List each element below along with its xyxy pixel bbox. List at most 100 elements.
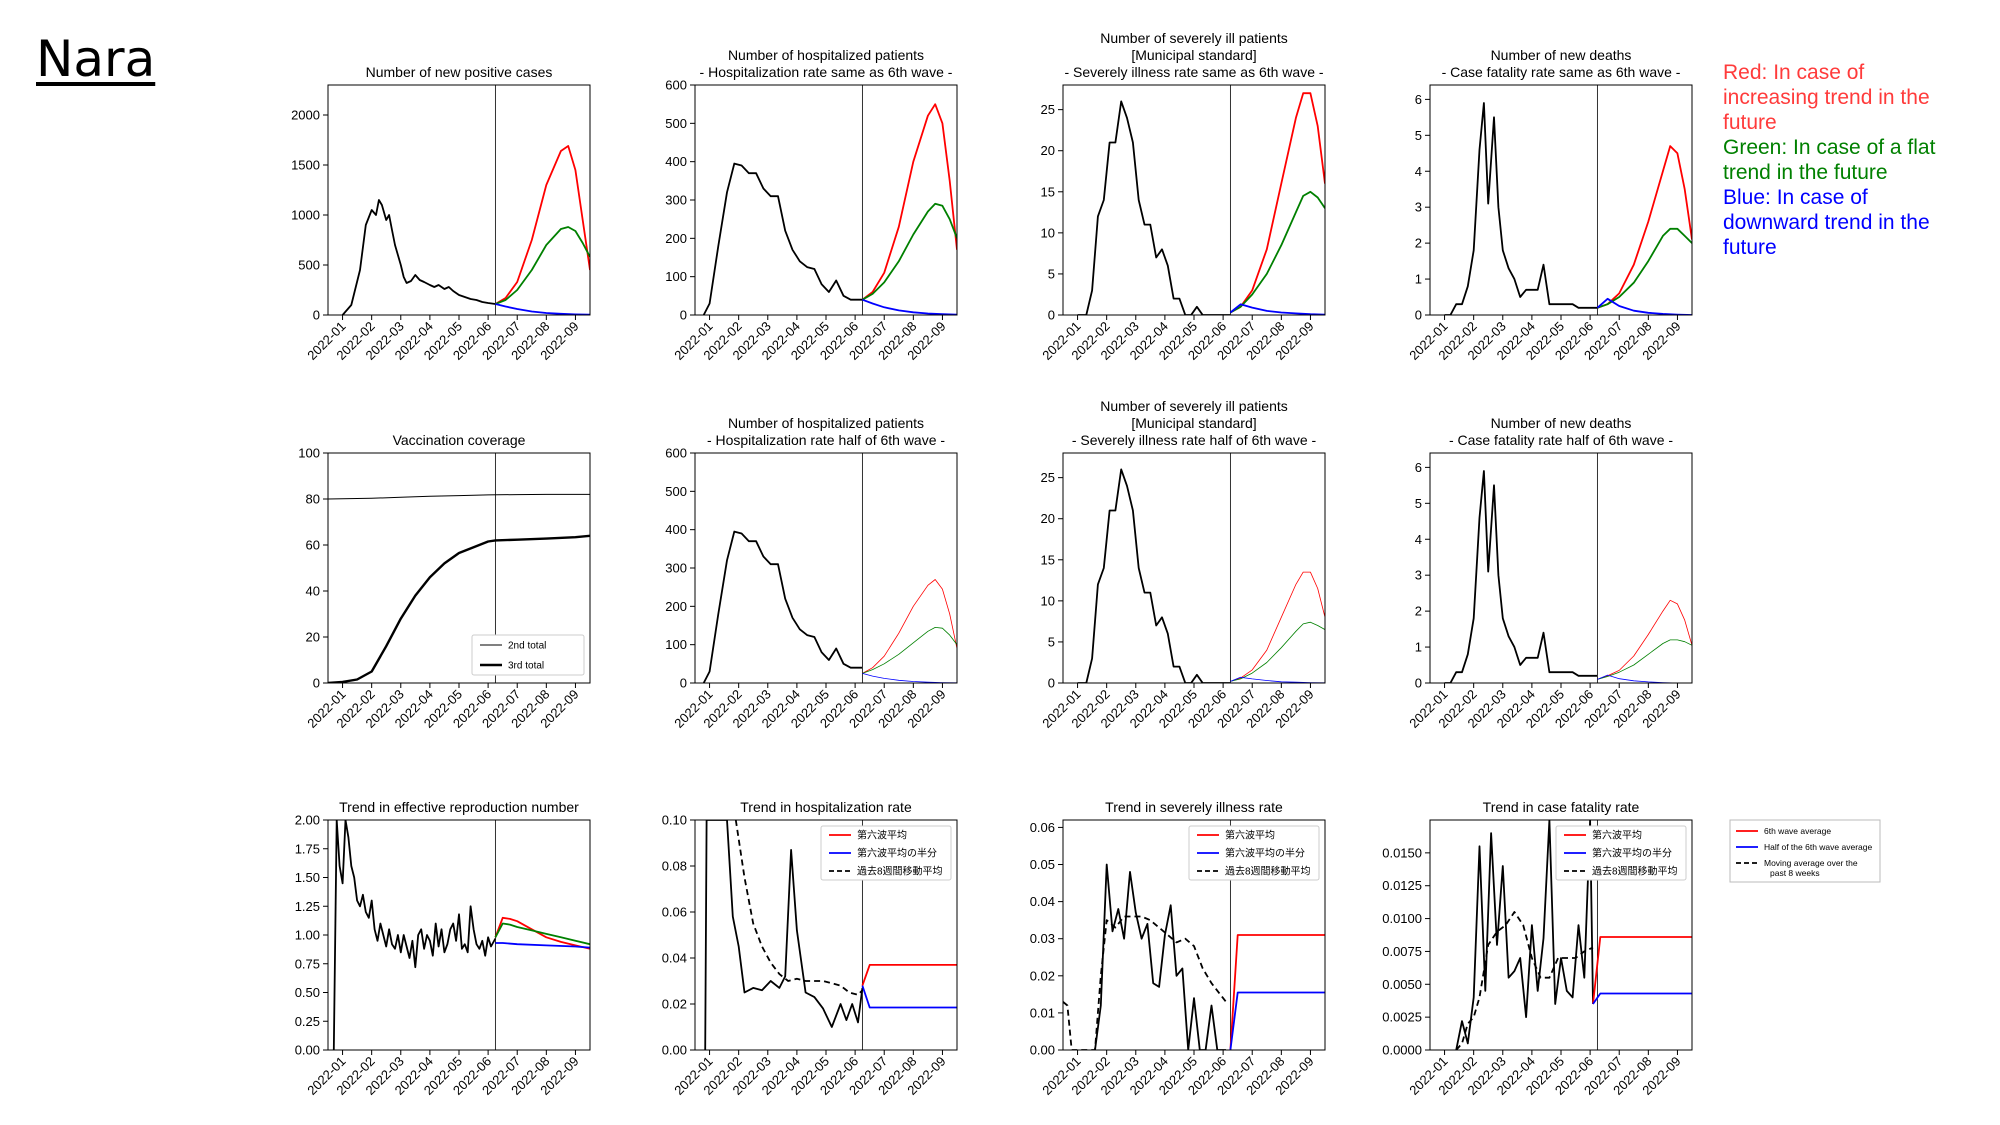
y-tick-label: 500	[665, 116, 687, 131]
chart-deaths6: Number of new deaths- Case fatality rate…	[1406, 47, 1693, 363]
y-tick-label: 3	[1415, 568, 1422, 583]
chart-vacc: Vaccination coverage0204060801002022-012…	[298, 432, 591, 731]
series-black-dashed-line	[1455, 911, 1594, 1050]
scenario-note-increasing: Red: In case of increasing trend in the …	[1723, 61, 1930, 134]
plot-frame	[1429, 452, 1693, 684]
y-tick-label: 3	[1415, 200, 1422, 215]
legend-label: 第六波平均の半分	[857, 847, 937, 860]
chart-title: Number of new deaths	[1491, 415, 1632, 431]
plot-frame	[1429, 84, 1693, 316]
y-tick-label: 25	[1041, 102, 1055, 117]
y-tick-label: 2000	[291, 108, 320, 123]
y-tick-label: 0.01	[1030, 1005, 1055, 1020]
chart-title: Number of new deaths	[1491, 47, 1632, 63]
legend-label: 過去8週間移動平均	[1592, 865, 1678, 878]
chart-title: - Hospitalization rate half of 6th wave …	[707, 432, 945, 448]
y-tick-label: 0.08	[662, 859, 687, 874]
y-tick-label: 100	[298, 446, 320, 461]
y-tick-label: 80	[306, 492, 320, 507]
plot-frame	[1429, 819, 1693, 1051]
y-tick-label: 0	[1415, 676, 1422, 691]
y-tick-label: 1	[1415, 640, 1422, 655]
y-tick-label: 0.00	[1030, 1043, 1055, 1058]
series-red-line	[1597, 145, 1692, 309]
legend-label: 2nd total	[508, 641, 546, 652]
series-black-dashed-line	[1063, 915, 1227, 1050]
scenario-note-flat: Green: In case of a flat trend in the fu…	[1723, 136, 1936, 184]
series-green-line	[494, 922, 590, 946]
y-tick-label: 0	[313, 676, 320, 691]
chart-hosp_rate: Trend in hospitalization rate 0.00 0.02 0.0…	[662, 799, 958, 1098]
y-tick-label: 2	[1415, 604, 1422, 619]
chart-hosp6: Number of hospitalized patients- Hospita…	[665, 47, 958, 363]
y-tick-label: 1000	[291, 208, 320, 223]
y-tick-label: 600	[665, 78, 687, 93]
chart-rt: Trend in effective reproduction number 0.…	[295, 799, 591, 1098]
chart-title: Number of severely ill patients	[1100, 30, 1288, 46]
y-tick-label: 0.03	[1030, 931, 1055, 946]
y-tick-label: 500	[298, 258, 320, 273]
y-tick-label: 0.0000	[1382, 1043, 1422, 1058]
series-black-dashed-line	[734, 820, 864, 996]
series-red-line	[1229, 934, 1325, 1050]
legend-label: 第六波平均の半分	[1225, 847, 1305, 860]
series-black-line	[1444, 470, 1598, 683]
series-blue-line	[861, 985, 957, 1009]
chart-title: Vaccination coverage	[393, 432, 526, 448]
series-blue-line	[495, 303, 590, 315]
series-black-line	[702, 162, 863, 315]
plot-frame	[694, 452, 958, 684]
legend-label: Moving average over the past 8 weeks	[1764, 858, 1858, 878]
chart-deaths_half: Number of new deaths- Case fatality rate…	[1406, 415, 1693, 731]
series-black-line	[1077, 468, 1231, 683]
series-blue-line	[1592, 992, 1692, 1005]
y-tick-label: 0.02	[1030, 968, 1055, 983]
legend-label: 6th wave average	[1764, 826, 1831, 836]
y-tick-label: 100	[665, 637, 687, 652]
plot-frame	[694, 819, 958, 1051]
y-tick-label: 6	[1415, 460, 1422, 475]
chart-title: Trend in severely illness rate	[1105, 799, 1283, 815]
y-tick-label: 400	[665, 522, 687, 537]
y-tick-label: 25	[1041, 470, 1055, 485]
y-tick-label: 20	[1041, 511, 1055, 526]
series-green-line	[495, 226, 590, 305]
chart-title: Number of hospitalized patients	[728, 415, 924, 431]
series-green-line	[862, 627, 957, 674]
y-tick-label: 1.75	[295, 841, 320, 856]
plot-frame	[327, 452, 591, 684]
y-tick-label: 0.25	[295, 1014, 320, 1029]
y-tick-label: 1.50	[295, 870, 320, 885]
y-tick-label: 0	[1048, 676, 1055, 691]
y-tick-label: 0	[1415, 308, 1422, 323]
series-black-line	[1077, 100, 1231, 315]
chart-legend: 2nd total 3rd total	[471, 634, 585, 676]
y-tick-label: 1	[1415, 272, 1422, 287]
y-tick-label: 10	[1041, 593, 1055, 608]
chart-hosp_half: Number of hospitalized patients- Hospita…	[665, 415, 958, 731]
series-blue-line	[1229, 303, 1325, 315]
plot-frame	[1062, 452, 1326, 684]
legend-label: 過去8週間移動平均	[1225, 865, 1311, 878]
y-tick-label: 1.00	[295, 928, 320, 943]
chart-title: - Hospitalization rate same as 6th wave …	[700, 64, 953, 80]
legend-label: 第六波平均の半分	[1592, 847, 1672, 860]
series-green-line	[1597, 227, 1692, 309]
y-tick-label: 0.02	[662, 997, 687, 1012]
y-tick-label: 0.0050	[1382, 977, 1422, 992]
series-green-line	[1229, 190, 1325, 314]
chart-title: [Municipal standard]	[1131, 415, 1256, 431]
chart-title: [Municipal standard]	[1131, 47, 1256, 63]
y-tick-label: 5	[1048, 634, 1055, 649]
y-tick-label: 5	[1415, 496, 1422, 511]
series-blue-line	[862, 673, 957, 683]
chart-severe_rate: Trend in severely illness rate 0.00 0.01 0.…	[1030, 799, 1326, 1098]
series-black-line	[332, 820, 497, 1050]
y-tick-label: 0	[313, 308, 320, 323]
y-tick-label: 200	[665, 599, 687, 614]
y-tick-label: 0.00	[662, 1043, 687, 1058]
